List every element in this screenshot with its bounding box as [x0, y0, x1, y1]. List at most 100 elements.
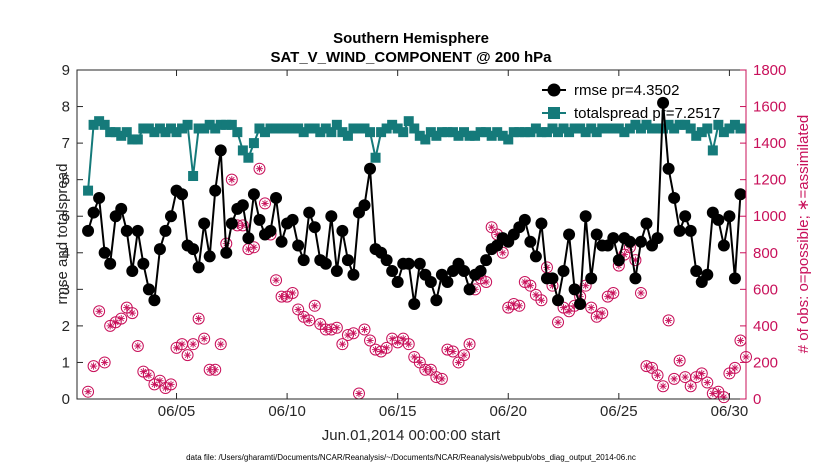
totalspread-point — [105, 127, 116, 138]
assimilated-obs-point — [443, 346, 452, 354]
y-tick-label-right: 400 — [753, 318, 778, 335]
rmse-point — [126, 265, 139, 278]
assimilated-obs-point — [327, 325, 335, 334]
rmse-point — [380, 254, 393, 267]
possible-obs-point — [98, 356, 111, 369]
y-tick-label-right: 1200 — [753, 172, 786, 189]
assimilated-obs-point — [95, 307, 103, 315]
assimilated-obs-point — [167, 380, 175, 388]
rmse-point — [524, 235, 537, 248]
assimilated-obs-point — [255, 165, 264, 173]
assimilated-obs-point — [89, 362, 98, 370]
assimilated-obs-point — [664, 316, 673, 325]
totalspread-point — [271, 123, 282, 134]
totalspread-point — [248, 138, 259, 149]
right-axis: 0 200 400 600 800 1000 1200 1400 1600 1800 — [740, 62, 786, 408]
rmse-point — [623, 235, 636, 248]
assimilated-obs-point — [427, 366, 435, 374]
assimilated-obs-point — [366, 336, 374, 345]
possible-obs-point — [380, 341, 393, 354]
totalspread-point — [431, 130, 442, 141]
totalspread-point — [514, 127, 525, 138]
totalspread-point — [492, 127, 503, 138]
possible-obs-point — [303, 314, 316, 327]
legend-rmse-marker — [547, 83, 561, 97]
totalspread-point — [204, 119, 215, 130]
rmse-point — [131, 224, 144, 237]
assimilated-obs-point — [217, 340, 225, 348]
assimilated-obs-point — [183, 351, 192, 359]
assimilated-obs-point — [123, 304, 131, 312]
totalspread-point — [99, 119, 110, 130]
possible-obs-point — [82, 385, 95, 398]
y-tick-label-right: 1600 — [753, 99, 786, 116]
totalspread-point — [447, 127, 458, 138]
totalspread-point — [641, 119, 652, 130]
totalspread-point — [569, 123, 580, 134]
totalspread-point — [619, 127, 630, 138]
assimilated-obs-point — [521, 278, 529, 286]
assimilated-obs-point — [482, 278, 490, 286]
left-axis: 0 1 2 3 4 5 6 7 8 9 — [62, 62, 83, 408]
totalspread-point — [647, 123, 658, 134]
totalspread-point — [663, 119, 674, 130]
rmse-point — [303, 206, 316, 219]
assimilated-obs-point — [449, 347, 457, 356]
assimilated-obs-point — [648, 364, 656, 372]
rmse-point — [651, 232, 664, 245]
rmse-point — [286, 213, 299, 226]
assimilated-obs-point — [394, 338, 402, 346]
totalspread-point — [486, 130, 497, 141]
possible-obs-point — [535, 294, 548, 307]
assimilated-obs-point — [101, 358, 109, 367]
rmse-point — [264, 224, 277, 237]
totalspread-point — [707, 145, 718, 156]
assimilated-obs-point — [349, 329, 358, 337]
totalspread-point — [508, 127, 519, 138]
rmse-point — [679, 210, 692, 223]
totalspread-point — [237, 145, 248, 156]
assimilated-obs-point — [128, 309, 136, 317]
assimilated-obs-point — [554, 318, 562, 326]
assimilated-obs-point — [172, 344, 181, 352]
totalspread-point — [199, 123, 210, 134]
totalspread-point — [685, 123, 696, 134]
y-tick-label-right: 1000 — [753, 208, 786, 225]
totalspread-point — [442, 127, 453, 138]
rmse-point — [673, 224, 686, 237]
rmse-point — [712, 213, 725, 226]
totalspread-point — [536, 127, 547, 138]
possible-obs-point — [308, 299, 321, 312]
totalspread-point — [243, 152, 254, 163]
possible-obs-point — [684, 380, 697, 393]
possible-obs-point — [225, 173, 238, 186]
assimilated-obs-point — [692, 373, 700, 381]
rmse-point — [529, 250, 542, 263]
possible-obs-point — [596, 307, 609, 320]
totalspread-point — [254, 123, 265, 134]
totalspread-point — [414, 130, 425, 141]
totalspread-point — [160, 127, 171, 138]
possible-obs-point — [115, 312, 128, 325]
assimilated-obs-point — [355, 389, 363, 398]
y-tick-label-left: 4 — [62, 245, 70, 262]
totalspread-point — [365, 127, 376, 138]
x-tick-label: 06/05 — [158, 403, 196, 420]
assimilated-obs-point — [305, 316, 313, 325]
rmse-point — [408, 297, 421, 310]
assimilated-obs-point — [200, 335, 208, 343]
totalspread-point — [210, 123, 221, 134]
assimilated-obs-point — [112, 318, 120, 326]
assimilated-obs-point — [438, 375, 446, 383]
rmse-point — [640, 217, 653, 230]
rmse-point — [701, 268, 714, 281]
totalspread-point — [591, 127, 602, 138]
totalspread-point — [680, 119, 691, 130]
possible-obs-point — [657, 380, 670, 393]
rmse-point — [568, 283, 581, 296]
chart-title-line2: SAT_V_WIND_COMPONENT @ 200 hPa — [270, 49, 552, 66]
assimilated-obs-point — [642, 362, 651, 370]
totalspread-point — [420, 134, 431, 145]
y-tick-label-left: 8 — [62, 99, 70, 116]
